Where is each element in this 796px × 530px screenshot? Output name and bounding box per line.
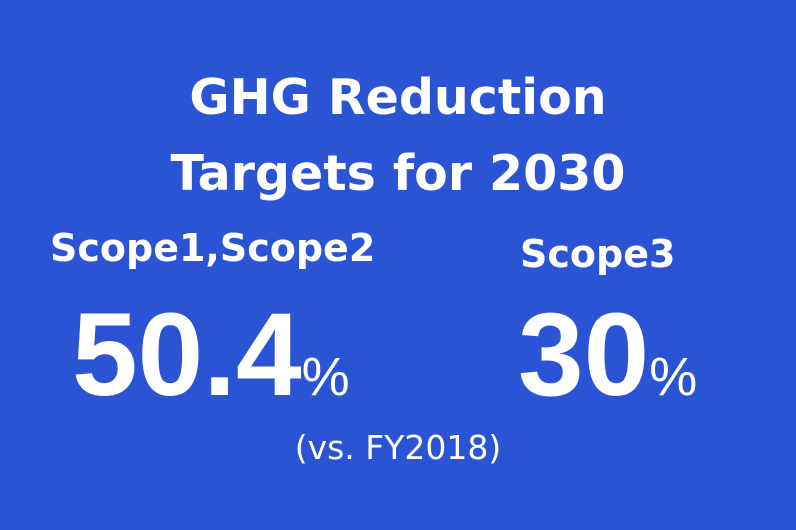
title-line-2: Targets for 2030 [170,145,626,202]
scope12-label: Scope1,Scope2 [50,226,376,270]
scope3-number: 30 [518,289,650,421]
scope12-unit: % [301,347,350,407]
scope3-value: 30% [518,296,697,414]
title-line-1: GHG Reduction [189,69,607,126]
scope3-unit: % [649,347,698,407]
baseline-note: (vs. FY2018) [294,428,502,467]
scope3-label: Scope3 [520,232,676,276]
scope12-number: 50.4 [72,289,302,421]
scope12-value: 50.4% [72,296,350,414]
page-title: GHG Reduction Targets for 2030 [0,60,796,212]
